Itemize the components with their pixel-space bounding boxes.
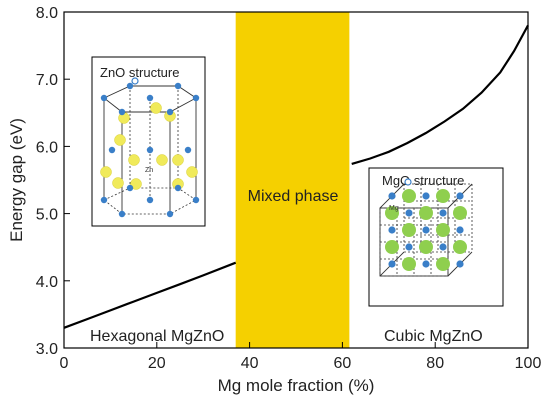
o-atom <box>422 260 430 268</box>
o-atom <box>456 226 464 234</box>
series-line-cubic <box>351 24 529 165</box>
zn-atom <box>112 177 124 189</box>
zno-inset-title: ZnO structure <box>100 65 179 80</box>
mg-atom <box>453 206 467 220</box>
zn-atom-label: Zn <box>145 167 153 174</box>
zn-atom <box>114 134 126 146</box>
o-atom <box>405 243 413 251</box>
o-atom <box>422 192 430 200</box>
mgo-structure-inset: MgO structure Mg <box>368 167 504 307</box>
zno-lattice-diagram <box>100 77 200 218</box>
x-tick-label: 40 <box>241 355 259 372</box>
o-atom-highlight <box>131 77 139 85</box>
y-axis-label: Energy gap (eV) <box>7 118 26 242</box>
mgo-inset-title: MgO structure <box>382 173 464 188</box>
plot-frame <box>63 11 529 349</box>
mg-atom <box>385 206 399 220</box>
series-line-hexagonal <box>63 261 237 329</box>
y-tick-label: 4.0 <box>36 274 58 291</box>
mg-atom <box>419 206 433 220</box>
mixed-phase-label: Mixed phase <box>248 188 339 205</box>
mg-atom <box>402 223 416 237</box>
o-atom <box>192 94 200 102</box>
o-atom <box>166 108 174 116</box>
o-atom <box>146 196 154 204</box>
o-atom <box>388 260 396 268</box>
zn-atom <box>172 154 184 166</box>
zn-atom <box>128 154 140 166</box>
x-tick-label: 100 <box>515 355 542 372</box>
mg-atom <box>436 189 450 203</box>
o-atom <box>126 82 134 90</box>
o-atom <box>184 146 192 154</box>
zn-atom <box>100 166 112 178</box>
o-atom <box>388 192 396 200</box>
zn-atom <box>130 178 142 190</box>
o-atom <box>126 184 134 192</box>
o-atom <box>174 82 182 90</box>
mg-atom <box>402 189 416 203</box>
mg-atom <box>402 257 416 271</box>
mgo-lattice-diagram <box>379 178 473 277</box>
o-atom <box>146 94 154 102</box>
o-atom <box>174 184 182 192</box>
o-atom <box>439 243 447 251</box>
o-atom <box>118 108 126 116</box>
o-atom <box>456 192 464 200</box>
y-tick-label: 6.0 <box>36 139 58 156</box>
zn-atom <box>150 102 162 114</box>
o-atom <box>192 196 200 204</box>
o-atom <box>100 196 108 204</box>
y-tick-label: 3.0 <box>36 341 58 358</box>
x-axis-label: Mg mole fraction (%) <box>218 376 375 395</box>
x-tick-label: 20 <box>148 355 166 372</box>
o-atom <box>439 209 447 217</box>
y-tick-label: 8.0 <box>36 5 58 22</box>
o-atom <box>422 226 430 234</box>
x-tick-label: 0 <box>60 355 69 372</box>
o-atom <box>166 210 174 218</box>
hexagonal-phase-label: Hexagonal MgZnO <box>90 328 224 345</box>
o-atom <box>100 94 108 102</box>
o-atom <box>405 209 413 217</box>
mg-atom <box>419 240 433 254</box>
o-atom <box>146 146 154 154</box>
o-atom <box>456 260 464 268</box>
zno-structure-inset: ZnO structure Zn <box>91 56 206 227</box>
x-tick-label: 80 <box>426 355 444 372</box>
mg-atom <box>436 223 450 237</box>
o-atom-highlight <box>404 178 412 186</box>
o-atom <box>118 210 126 218</box>
zn-atom <box>156 154 168 166</box>
y-tick-label: 5.0 <box>36 207 58 224</box>
mgo-front-face <box>379 207 449 277</box>
o-atom <box>388 226 396 234</box>
zn-atom <box>186 166 198 178</box>
o-atom <box>108 146 116 154</box>
mgo-inset-frame <box>368 167 504 307</box>
mg-atom <box>436 257 450 271</box>
x-tick-label: 60 <box>334 355 352 372</box>
mg-atom <box>385 240 399 254</box>
mg-atom-label: Mg <box>389 205 399 212</box>
mg-atom <box>453 240 467 254</box>
mixed-phase-band <box>235 12 350 348</box>
cubic-phase-label: Cubic MgZnO <box>384 328 483 345</box>
y-tick-label: 7.0 <box>36 72 58 89</box>
